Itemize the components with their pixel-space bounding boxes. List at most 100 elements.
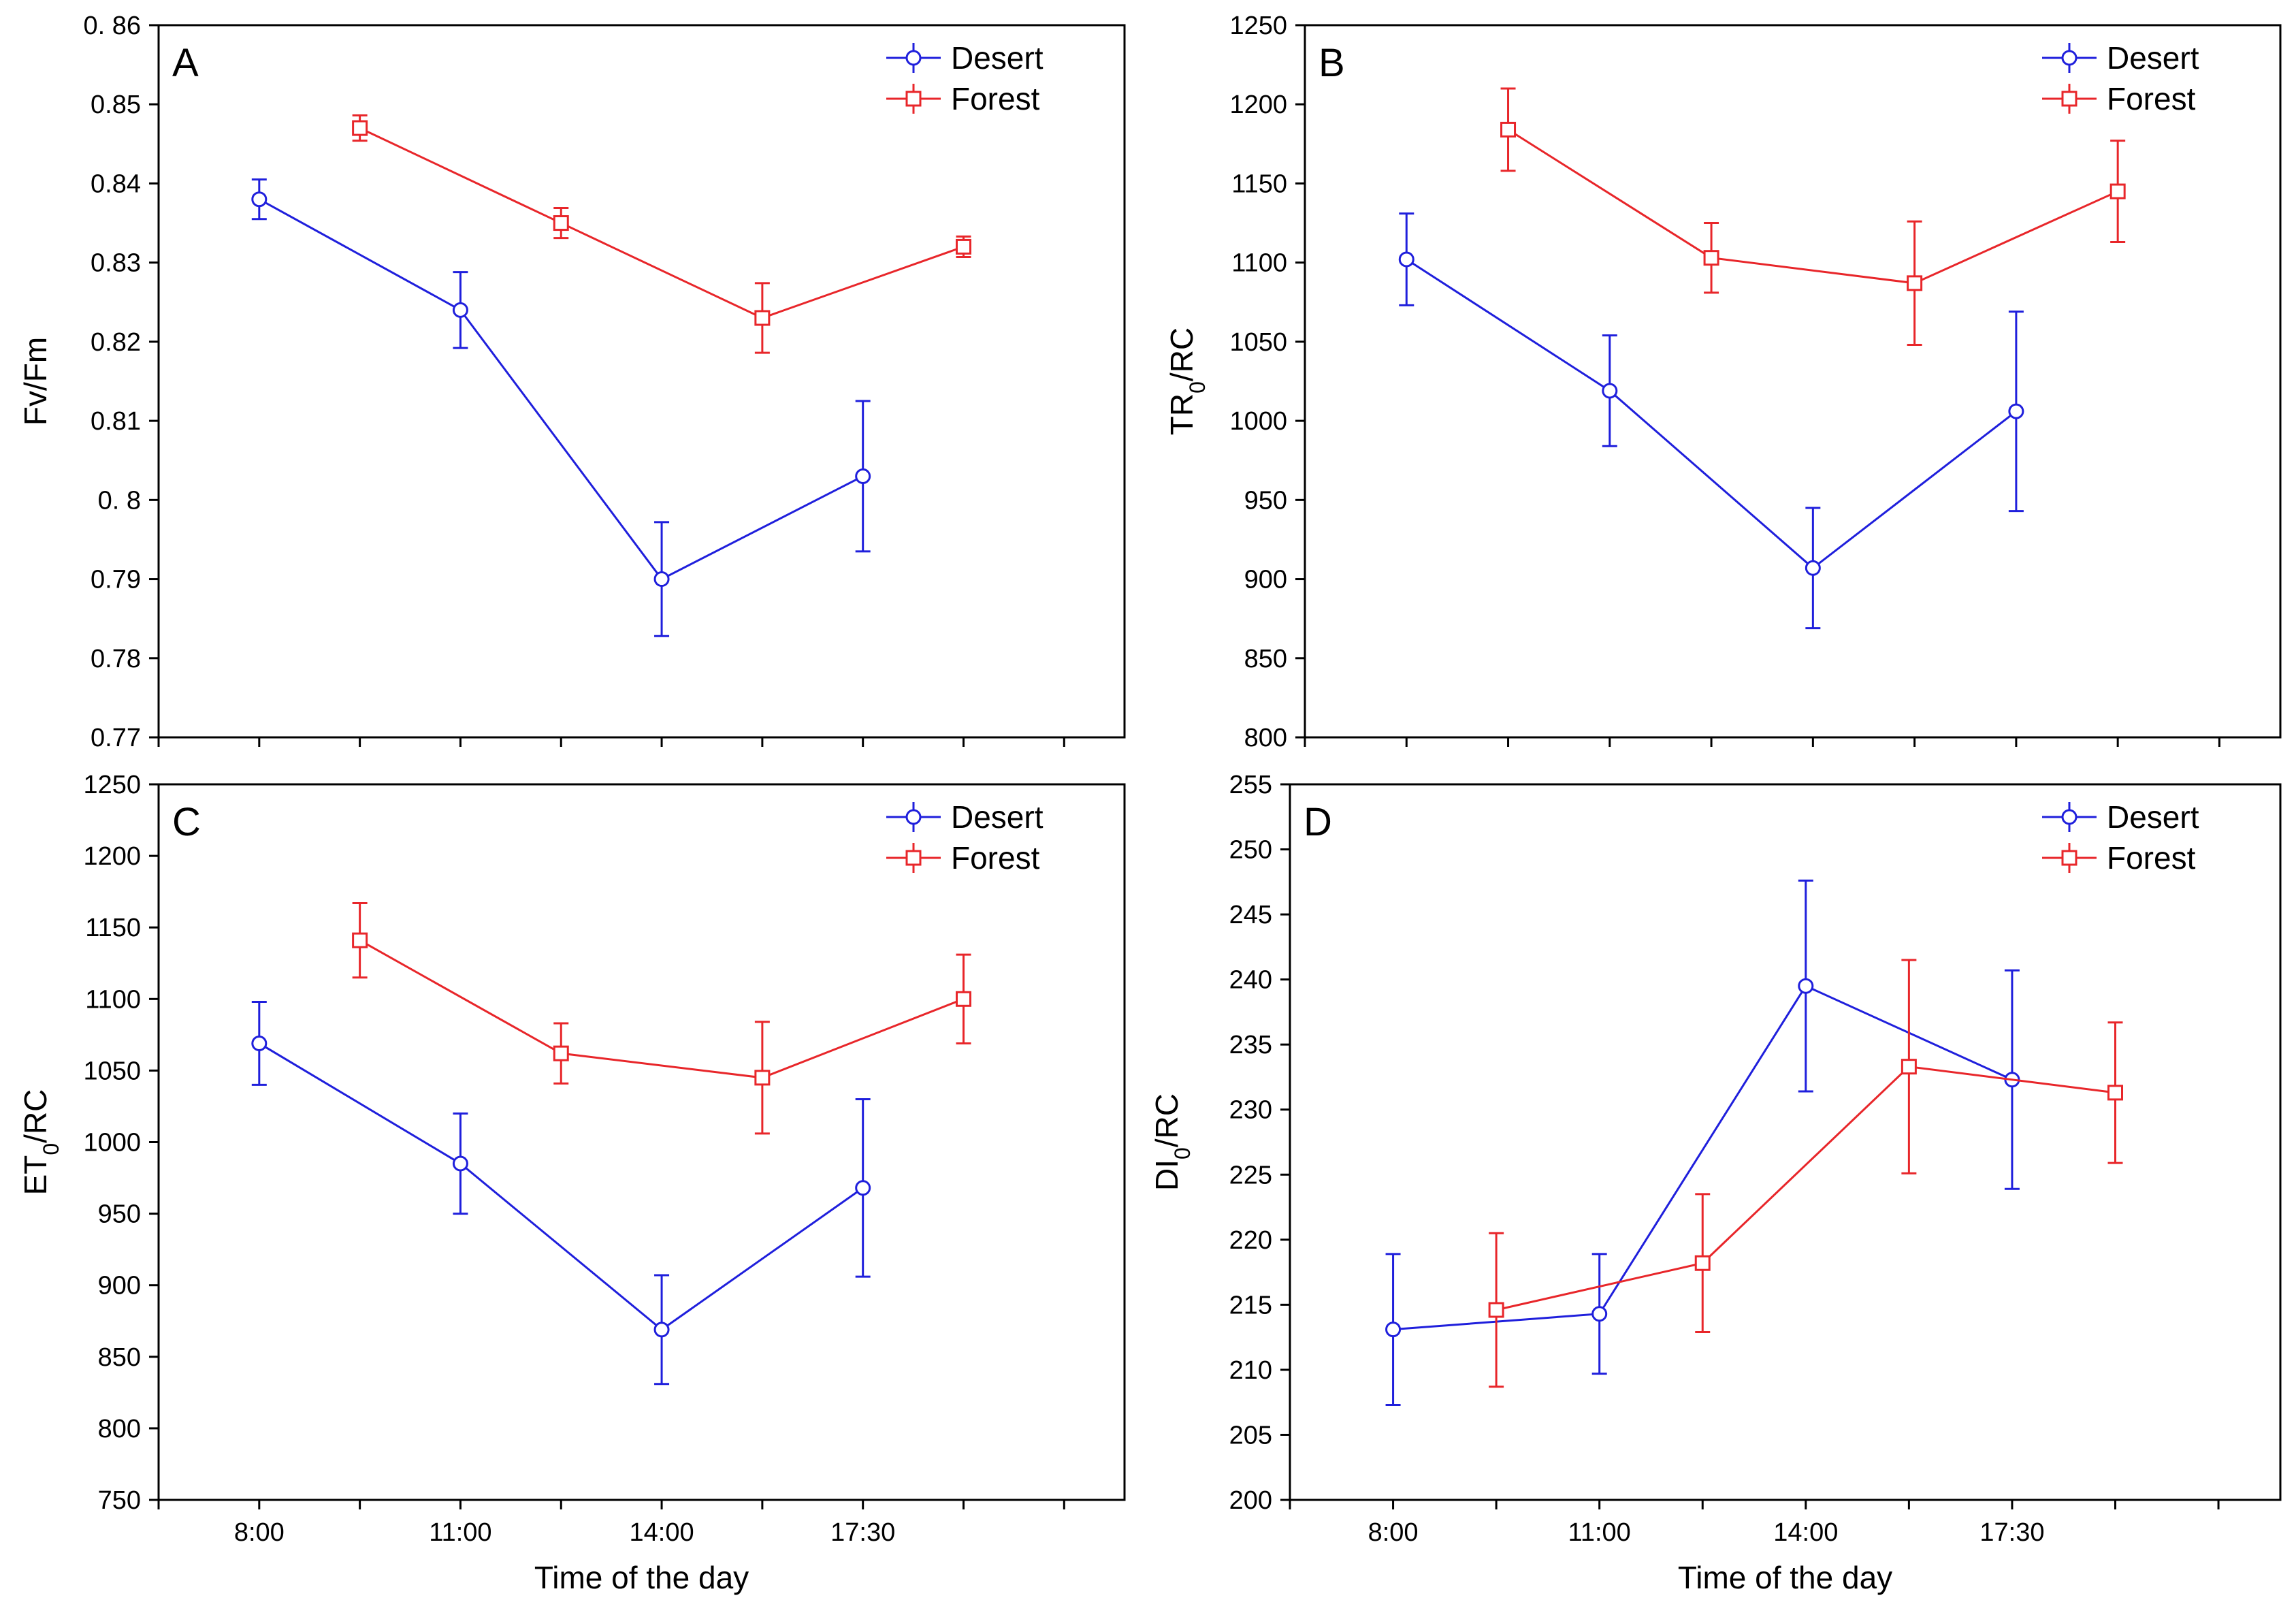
y-tick-label: 1100 [85,985,141,1014]
y-tick-label: 210 [1229,1356,1272,1385]
series-forest [1488,959,2123,1388]
legend-marker [905,809,922,825]
legend-marker [905,850,922,866]
y-tick-label: 800 [98,1415,141,1443]
y-tick-label: 800 [1244,724,1287,752]
panel-letter: D [1304,800,1332,844]
y-tick-label: 0.82 [91,328,141,357]
plot-frame [157,783,1126,1501]
data-point [1500,121,1517,138]
legend-marker [2061,850,2077,866]
data-point [1488,1302,1504,1318]
data-point [1703,250,1719,266]
y-tick-label: 1250 [83,771,141,799]
legend: Desert Forest [2042,799,2199,876]
y-axis-label: DI0/RC [1149,1093,1195,1191]
data-point [754,310,771,326]
panel-c: 750 800 850 900 950 1000 1050 1100 1150 1200 1250 8… [18,771,1126,1595]
y-tick-label: 1200 [83,842,141,871]
legend-marker [2061,809,2077,825]
legend-marker [2061,50,2077,66]
data-point [452,1155,468,1172]
data-point [251,191,268,208]
plot-frame [157,24,1126,739]
data-point [2008,403,2024,419]
y-tick-label: 1000 [1229,407,1287,436]
plot-frame [1289,783,2282,1501]
y-tick-label: 245 [1229,901,1272,929]
legend-label: Desert [951,40,1044,76]
series-forest [352,114,971,354]
y-axis-label: Fv/Fm [18,337,53,426]
legend-label: Forest [2107,81,2196,116]
x-tick-label: 17:30 [830,1518,895,1547]
panel-letter: A [172,41,199,85]
x-tick-label: 11:00 [1568,1518,1631,1547]
data-point [2107,1085,2123,1101]
y-tick-label: 1150 [85,914,141,942]
data-point [2109,183,2126,199]
series-desert [1385,879,2020,1407]
series-line [1507,129,2118,285]
y-tick-label: 0.83 [91,249,141,278]
plot-frame [1304,24,2282,739]
x-tick-label: 17:30 [1979,1518,2044,1547]
x-axis-label: Time of the day [534,1560,749,1595]
panel-letter: B [1319,41,1345,85]
legend-label: Desert [2107,799,2199,835]
y-tick-label: 1000 [83,1129,141,1157]
legend-marker [905,91,922,107]
data-point [452,302,468,318]
data-point [1694,1255,1711,1271]
legend-label: Forest [951,81,1040,116]
y-tick-label: 250 [1229,836,1272,865]
y-tick-label: 230 [1229,1096,1272,1125]
y-tick-label: 235 [1229,1031,1272,1059]
data-point [553,1045,569,1061]
legend-label: Desert [951,799,1044,835]
y-tick-label: 0. 8 [98,486,141,515]
data-point [1798,978,1814,994]
legend-label: Forest [951,840,1040,876]
y-tick-label: 200 [1229,1486,1272,1515]
data-point [1805,560,1821,576]
x-tick-label: 14:00 [630,1518,694,1547]
data-point [956,991,971,1007]
legend-marker [905,50,922,66]
series-desert [251,178,871,637]
y-tick-label: 1200 [1229,91,1287,119]
y-tick-label: 215 [1229,1291,1272,1319]
y-tick-label: 255 [1229,771,1272,799]
data-point [1907,275,1923,291]
series-desert [251,1001,871,1386]
data-point [1398,251,1414,268]
y-tick-label: 1050 [1229,328,1287,357]
y-tick-label: 900 [98,1272,141,1300]
data-point [352,932,368,948]
data-point [855,1180,871,1196]
y-tick-label: 240 [1229,966,1272,995]
y-tick-label: 0.79 [91,566,141,594]
y-axis-label: ET0/RC [18,1089,63,1196]
legend-marker [2061,91,2077,107]
y-tick-label: 0. 86 [83,12,141,40]
data-point [855,468,871,484]
series-line [359,939,965,1079]
y-tick-label: 0.77 [91,724,141,752]
y-tick-label: 220 [1229,1226,1272,1255]
panel-a: 0.77 0.78 0.79 0. 8 0.81 0.82 0.83 0.84 0.85 0. 8… [18,12,1126,752]
panel-d: 200 205 210 215 220 225 230 235 240 245 250 255 8:00… [1149,771,2282,1595]
y-axis-label: TR0/RC [1164,327,1210,435]
y-tick-label: 0.78 [91,645,141,673]
x-axis-label: Time of the day [1678,1560,1892,1595]
y-tick-label: 225 [1229,1161,1272,1189]
series-forest [1500,87,2126,347]
y-tick-label: 1050 [83,1057,141,1085]
legend: Desert Forest [886,40,1044,116]
series-line [259,198,864,581]
series-desert [1398,212,2024,630]
data-point [1385,1322,1402,1338]
data-point [1591,1306,1608,1322]
